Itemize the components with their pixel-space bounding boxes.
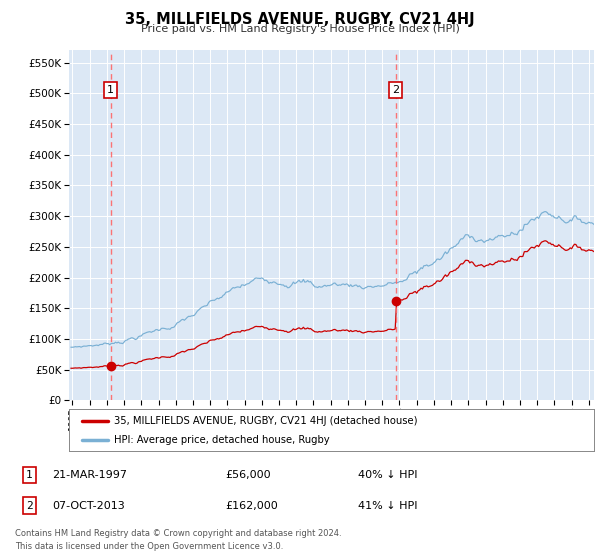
Text: 40% ↓ HPI: 40% ↓ HPI: [358, 470, 417, 480]
Text: 21-MAR-1997: 21-MAR-1997: [52, 470, 127, 480]
Text: HPI: Average price, detached house, Rugby: HPI: Average price, detached house, Rugb…: [113, 435, 329, 445]
Text: 1: 1: [107, 85, 114, 95]
Text: 07-OCT-2013: 07-OCT-2013: [52, 501, 125, 511]
Text: £56,000: £56,000: [225, 470, 271, 480]
Text: 1: 1: [26, 470, 32, 480]
Text: 2: 2: [392, 85, 399, 95]
Text: Price paid vs. HM Land Registry's House Price Index (HPI): Price paid vs. HM Land Registry's House …: [140, 24, 460, 34]
Text: Contains HM Land Registry data © Crown copyright and database right 2024.: Contains HM Land Registry data © Crown c…: [15, 529, 341, 538]
Text: 2: 2: [26, 501, 32, 511]
Text: £162,000: £162,000: [225, 501, 278, 511]
Text: 35, MILLFIELDS AVENUE, RUGBY, CV21 4HJ: 35, MILLFIELDS AVENUE, RUGBY, CV21 4HJ: [125, 12, 475, 27]
Text: 35, MILLFIELDS AVENUE, RUGBY, CV21 4HJ (detached house): 35, MILLFIELDS AVENUE, RUGBY, CV21 4HJ (…: [113, 416, 417, 426]
Text: 41% ↓ HPI: 41% ↓ HPI: [358, 501, 417, 511]
Text: This data is licensed under the Open Government Licence v3.0.: This data is licensed under the Open Gov…: [15, 542, 283, 551]
